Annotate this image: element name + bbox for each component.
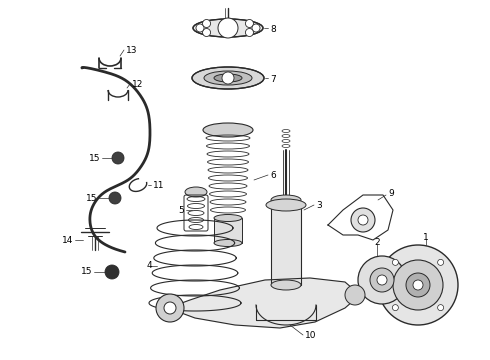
Circle shape	[358, 215, 368, 225]
Circle shape	[156, 294, 184, 322]
Circle shape	[438, 305, 443, 311]
Text: 4: 4	[147, 261, 152, 270]
Text: 15: 15	[80, 267, 92, 276]
Text: 15: 15	[89, 153, 100, 162]
Bar	[271, 205, 301, 285]
Circle shape	[164, 302, 176, 314]
Bar	[214, 218, 242, 243]
Circle shape	[377, 275, 387, 285]
Circle shape	[218, 18, 238, 38]
Circle shape	[202, 19, 211, 27]
Text: 13: 13	[126, 45, 138, 54]
Ellipse shape	[185, 187, 207, 197]
Circle shape	[345, 285, 365, 305]
Text: 3: 3	[316, 201, 322, 210]
Ellipse shape	[203, 123, 253, 137]
Ellipse shape	[192, 67, 264, 89]
Circle shape	[393, 260, 443, 310]
Text: 1: 1	[423, 233, 429, 242]
Ellipse shape	[214, 239, 242, 247]
Circle shape	[245, 28, 253, 36]
Circle shape	[370, 268, 394, 292]
Circle shape	[109, 192, 121, 204]
Text: 2: 2	[374, 238, 380, 247]
Text: 9: 9	[388, 189, 394, 198]
Circle shape	[413, 280, 423, 290]
Ellipse shape	[204, 71, 252, 85]
Ellipse shape	[271, 195, 301, 205]
Ellipse shape	[214, 215, 242, 221]
Circle shape	[202, 28, 211, 36]
Circle shape	[105, 265, 119, 279]
Text: 8: 8	[270, 24, 276, 33]
Circle shape	[378, 245, 458, 325]
Polygon shape	[168, 278, 360, 328]
Circle shape	[351, 208, 375, 232]
Circle shape	[252, 24, 260, 32]
Circle shape	[438, 259, 443, 265]
Text: 12: 12	[132, 80, 144, 89]
Text: 15: 15	[85, 194, 97, 202]
Text: 7: 7	[270, 75, 276, 84]
Circle shape	[392, 259, 398, 265]
Text: 5: 5	[178, 206, 184, 215]
Circle shape	[245, 19, 253, 27]
Circle shape	[358, 256, 406, 304]
Ellipse shape	[193, 19, 263, 37]
Text: 10: 10	[305, 330, 317, 339]
Ellipse shape	[266, 199, 306, 211]
Circle shape	[112, 152, 124, 164]
Circle shape	[196, 24, 204, 32]
Circle shape	[406, 273, 430, 297]
Text: 14: 14	[62, 235, 73, 244]
Circle shape	[392, 305, 398, 311]
Ellipse shape	[271, 280, 301, 290]
Text: 6: 6	[270, 171, 276, 180]
Circle shape	[222, 72, 234, 84]
Text: 11: 11	[153, 180, 165, 189]
Ellipse shape	[214, 74, 242, 82]
